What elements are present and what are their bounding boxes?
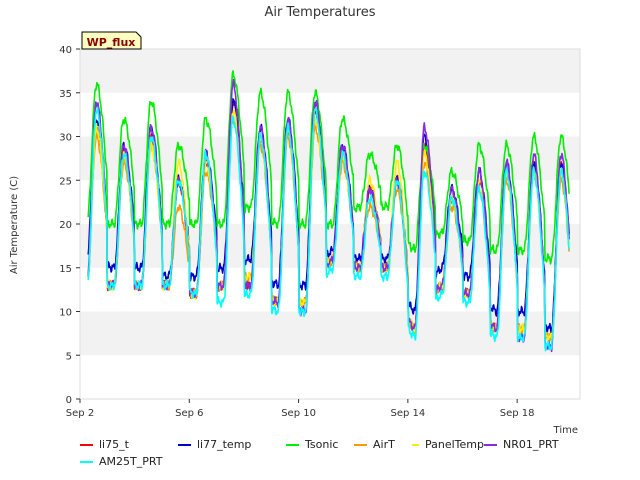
legend-swatch bbox=[178, 443, 191, 446]
x-tick-label: Sep 6 bbox=[175, 408, 203, 419]
legend-label: Tsonic bbox=[305, 438, 339, 451]
y-tick-label: 5 bbox=[66, 351, 72, 362]
legend-item: Tsonic bbox=[286, 438, 354, 451]
legend-swatch bbox=[80, 460, 93, 463]
series-line-Tsonic bbox=[87, 70, 570, 265]
background-bands bbox=[80, 49, 580, 399]
legend-label: NR01_PRT bbox=[503, 438, 559, 451]
legend-label: AM25T_PRT bbox=[99, 455, 163, 468]
legend-swatch bbox=[354, 443, 367, 446]
legend-item: AirT bbox=[354, 438, 412, 451]
y-tick-label: 30 bbox=[59, 133, 72, 144]
legend-label: AirT bbox=[373, 438, 395, 451]
y-tick-label: 0 bbox=[66, 395, 72, 406]
x-tick-label: Sep 18 bbox=[500, 408, 535, 419]
legend-label: PanelTemp bbox=[425, 438, 484, 451]
series-layer bbox=[87, 70, 570, 353]
grid-band bbox=[80, 267, 580, 312]
legend-swatch bbox=[412, 443, 419, 446]
grid-band bbox=[80, 311, 580, 356]
y-tick-label: 15 bbox=[59, 264, 72, 275]
legend-swatch bbox=[286, 443, 299, 446]
site-badge-label: WP_flux bbox=[87, 36, 136, 49]
grid-band bbox=[80, 136, 580, 181]
legend-item: li75_t bbox=[80, 438, 178, 451]
y-tick-label: 40 bbox=[59, 45, 72, 56]
x-tick-label: Sep 14 bbox=[390, 408, 425, 419]
chart-title: Air Temperatures bbox=[264, 5, 375, 20]
legend-label: li77_temp bbox=[197, 438, 252, 451]
grid-band bbox=[80, 92, 580, 137]
x-axis-label: Time bbox=[553, 425, 578, 436]
series-line-AM25T_PRT bbox=[87, 106, 570, 352]
legend: li75_t li77_temp Tsonic AirT PanelTemp NR01_P… bbox=[80, 436, 600, 470]
legend-item: AM25T_PRT bbox=[80, 455, 178, 468]
legend-label: li75_t bbox=[99, 438, 129, 451]
grid-band bbox=[80, 49, 580, 93]
legend-row: li75_t li77_temp Tsonic AirT PanelTemp NR01_P… bbox=[80, 436, 600, 453]
axes: 0 5 10 15 20 25 30 35 40 Sep 2 Sep 6 Sep 10 Sep 14 Se… bbox=[59, 45, 534, 419]
grid-band bbox=[80, 180, 580, 224]
y-tick-label: 20 bbox=[59, 220, 72, 231]
y-tick-label: 35 bbox=[59, 89, 72, 100]
legend-item: NR01_PRT bbox=[484, 438, 564, 451]
y-tick-label: 25 bbox=[59, 176, 72, 187]
legend-swatch bbox=[80, 443, 93, 446]
x-tick-label: Sep 2 bbox=[66, 408, 94, 419]
y-tick-label: 10 bbox=[59, 308, 72, 319]
site-badge: WP_flux bbox=[81, 31, 142, 50]
x-tick-label: Sep 10 bbox=[281, 408, 316, 419]
legend-swatch bbox=[484, 443, 497, 446]
legend-row: AM25T_PRT bbox=[80, 453, 600, 470]
grid-band bbox=[80, 355, 580, 399]
legend-item: li77_temp bbox=[178, 438, 286, 451]
y-axis-label: Air Temperature (C) bbox=[9, 176, 20, 274]
legend-item: PanelTemp bbox=[412, 438, 484, 451]
